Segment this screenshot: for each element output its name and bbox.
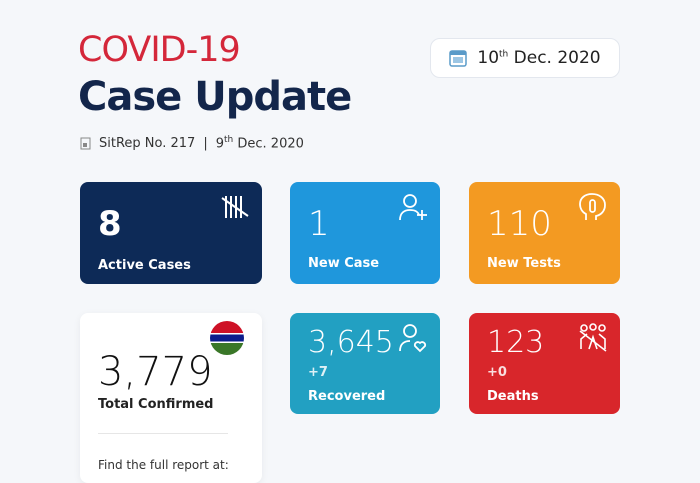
divider [98,433,228,434]
date-badge: 10th Dec. 2020 [430,38,620,78]
sitrep-line: SitRep No. 217 | 9th Dec. 2020 [80,135,304,151]
page-title: Case Update [78,74,352,120]
head-thermometer-icon [579,193,606,220]
title-covid: COVID-19 [78,30,241,70]
new-tests-label: New Tests [487,256,561,271]
document-icon [80,137,91,150]
deaths-value: 123 [487,325,545,360]
user-heart-icon [399,324,427,353]
active-cases-value: 8 [98,204,122,244]
full-report-text: Find the full report at: [98,458,229,472]
current-date: 10th Dec. 2020 [477,48,601,68]
new-case-value: 1 [308,204,330,244]
calendar-icon [449,50,468,67]
new-case-label: New Case [308,256,380,271]
people-icon [579,323,607,352]
sitrep-number: SitRep No. 217 [99,135,196,151]
active-cases-card: 8 Active Cases [80,182,262,284]
gambia-flag-icon [210,321,244,355]
recovered-delta: +7 [308,365,328,380]
recovered-card: 3,645 +7 Recovered [290,313,440,414]
deaths-card: 123 +0 Deaths [469,313,620,414]
recovered-label: Recovered [308,389,386,404]
new-tests-card: 110 New Tests [469,182,620,284]
total-confirmed-card: 3,779 Total Confirmed Find the full repo… [80,313,262,483]
deaths-delta: +0 [487,365,507,380]
separator: | [203,135,208,151]
tally-icon [221,196,249,218]
total-confirmed-value: 3,779 [98,349,213,395]
total-confirmed-label: Total Confirmed [98,397,214,412]
add-user-icon [399,194,427,221]
sitrep-date: 9th Dec. 2020 [215,135,304,152]
active-cases-label: Active Cases [98,258,191,273]
recovered-value: 3,645 [308,325,394,360]
deaths-label: Deaths [487,389,539,404]
new-case-card: 1 New Case [290,182,440,284]
new-tests-value: 110 [487,204,552,244]
